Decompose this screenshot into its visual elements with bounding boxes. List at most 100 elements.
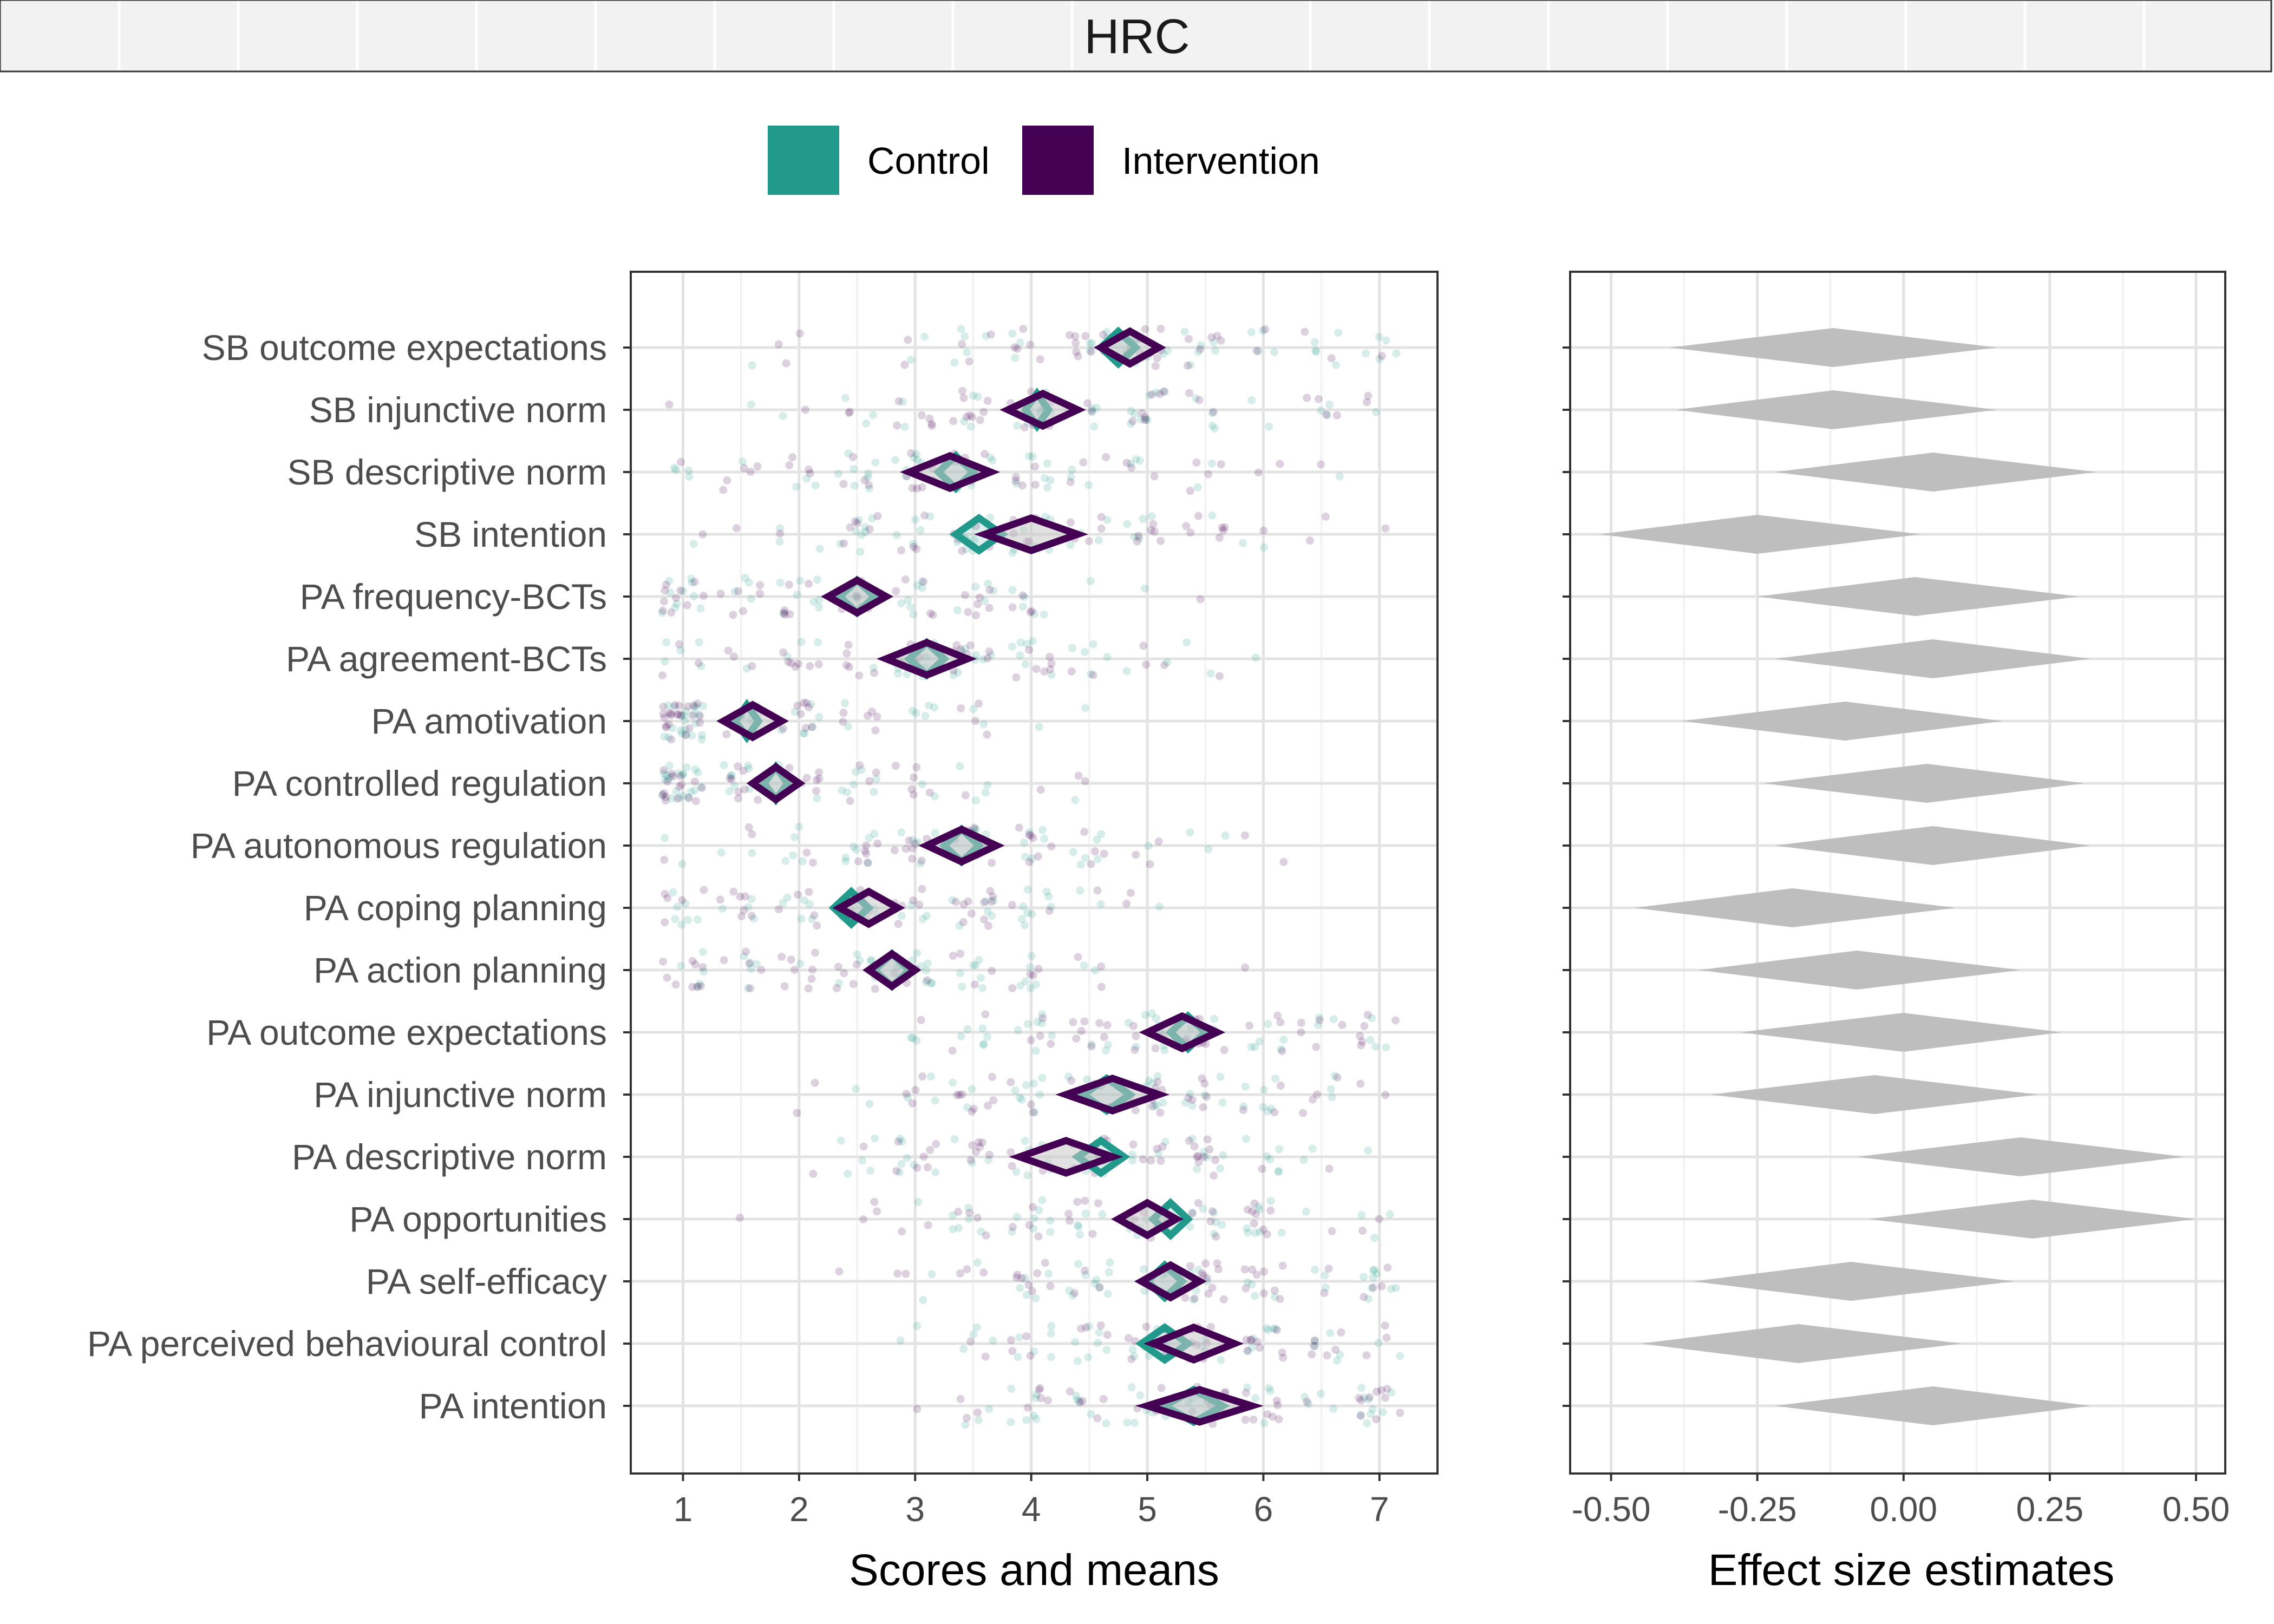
jitter-point — [688, 711, 697, 720]
jitter-point — [1030, 610, 1038, 618]
legend-label-control: Control — [867, 140, 990, 182]
jitter-point — [1127, 420, 1135, 428]
jitter-point — [1083, 1075, 1091, 1084]
jitter-point — [807, 700, 815, 709]
jitter-point — [1153, 1101, 1161, 1110]
jitter-point — [685, 724, 694, 732]
jitter-point — [956, 949, 965, 958]
jitter-point — [1215, 533, 1224, 542]
jitter-point — [1366, 1036, 1375, 1044]
jitter-point — [779, 609, 787, 618]
jitter-point — [1025, 646, 1033, 654]
jitter-point — [1200, 1091, 1209, 1099]
jitter-point — [1008, 603, 1017, 612]
jitter-point — [857, 765, 866, 774]
jitter-point — [674, 769, 682, 777]
jitter-point — [921, 712, 930, 721]
jitter-point — [963, 1025, 972, 1033]
jitter-point — [1088, 404, 1096, 413]
jitter-point — [1016, 981, 1024, 990]
jitter-point — [670, 463, 678, 472]
jitter-point — [1102, 453, 1110, 461]
jitter-point — [1275, 1145, 1284, 1154]
jitter-point — [1252, 1210, 1260, 1219]
jitter-point — [660, 855, 669, 864]
jitter-point — [972, 611, 981, 619]
jitter-point — [1315, 1013, 1323, 1022]
jitter-point — [1364, 391, 1373, 400]
jitter-point — [1336, 1351, 1344, 1359]
jitter-point — [1031, 1046, 1040, 1055]
jitter-point — [853, 950, 861, 959]
facet-strip-label: HRC — [1084, 10, 1190, 64]
jitter-point — [690, 710, 699, 718]
jitter-point — [1159, 1098, 1167, 1106]
jitter-point — [802, 774, 811, 782]
jitter-point — [1047, 1330, 1055, 1338]
jitter-point — [775, 524, 784, 533]
jitter-point — [902, 1090, 911, 1098]
jitter-point — [1103, 516, 1112, 524]
jitter-point — [1021, 921, 1029, 929]
jitter-point — [1066, 541, 1075, 549]
jitter-point — [730, 587, 739, 596]
jitter-point — [927, 420, 936, 428]
jitter-point — [1214, 1265, 1223, 1274]
jitter-point — [844, 449, 853, 458]
jitter-point — [1153, 1144, 1161, 1153]
jitter-point — [1015, 1333, 1024, 1342]
jitter-point — [1011, 353, 1020, 362]
jitter-point — [849, 980, 858, 988]
jitter-point — [1072, 1034, 1081, 1043]
jitter-point — [862, 849, 871, 858]
jitter-point — [694, 768, 702, 777]
jitter-point — [691, 960, 700, 969]
jitter-point — [1141, 584, 1149, 593]
jitter-point — [1213, 332, 1221, 340]
jitter-point — [1199, 1271, 1208, 1280]
effect-size-panel-diamonds — [1599, 328, 2196, 1425]
jitter-point — [1392, 349, 1401, 358]
jitter-point — [1241, 1082, 1250, 1091]
jitter-point — [1310, 1337, 1319, 1345]
jitter-point — [1043, 1396, 1052, 1405]
jitter-point — [1255, 1037, 1264, 1046]
jitter-point — [835, 979, 843, 987]
jitter-point — [1206, 1217, 1215, 1226]
jitter-point — [1213, 1259, 1221, 1268]
jitter-point — [811, 948, 819, 957]
jitter-point — [836, 540, 845, 548]
jitter-point — [1131, 1418, 1139, 1427]
jitter-point — [682, 707, 690, 716]
jitter-point — [662, 722, 670, 730]
jitter-point — [1204, 1289, 1213, 1298]
jitter-point — [1074, 1260, 1082, 1268]
jitter-point — [682, 731, 690, 739]
jitter-point — [663, 973, 671, 982]
jitter-point — [806, 662, 814, 670]
jitter-point — [1126, 889, 1135, 897]
jitter-point — [1311, 1266, 1319, 1274]
jitter-point — [1204, 845, 1213, 854]
jitter-point — [699, 967, 708, 976]
mean-diamond-intervention-pa-self-efficacy — [1134, 1261, 1207, 1302]
jitter-point — [864, 711, 872, 720]
jitter-point — [672, 787, 681, 796]
jitter-point — [779, 648, 788, 657]
jitter-point — [747, 895, 756, 903]
jitter-point — [739, 607, 747, 615]
jitter-point — [973, 1408, 982, 1417]
jitter-point — [813, 575, 821, 584]
jitter-point — [1321, 1271, 1329, 1280]
jitter-point — [854, 857, 862, 866]
jitter-point — [989, 892, 997, 901]
jitter-point — [839, 709, 848, 717]
jitter-point — [1033, 1269, 1042, 1278]
jitter-point — [683, 702, 692, 711]
jitter-point — [864, 469, 873, 478]
jitter-point — [900, 361, 909, 369]
jitter-point — [1160, 1046, 1169, 1055]
jitter-point — [1161, 1137, 1169, 1146]
jitter-point — [660, 597, 668, 606]
jitter-point — [924, 1221, 932, 1229]
